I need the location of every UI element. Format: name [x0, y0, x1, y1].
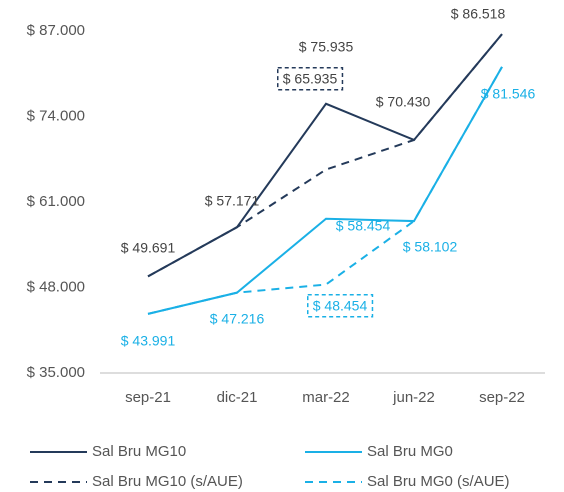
legend-label: Sal Bru MG10: [92, 443, 186, 460]
y-tick-label: $ 74.000: [27, 107, 85, 124]
legend-label: Sal Bru MG0: [367, 443, 453, 460]
x-tick-label: mar-22: [302, 389, 350, 406]
label-box: [307, 293, 374, 318]
data-label: $ 48.454: [313, 298, 368, 314]
y-tick-label: $ 48.000: [27, 278, 85, 295]
data-label: $ 65.935: [283, 71, 338, 87]
x-tick-label: jun-22: [392, 389, 435, 406]
data-label: $ 86.518: [451, 6, 506, 22]
data-label: $ 75.935: [299, 39, 354, 55]
legend-label: Sal Bru MG10 (s/AUE): [92, 473, 243, 490]
y-tick-label: $ 61.000: [27, 193, 85, 210]
y-tick-label: $ 87.000: [27, 22, 85, 39]
series-line: [147, 66, 503, 315]
data-label: $ 70.430: [376, 94, 431, 110]
x-tick-label: sep-21: [125, 389, 171, 406]
data-label: $ 81.546: [481, 86, 536, 102]
x-tick-label: sep-22: [479, 389, 525, 406]
data-label: $ 47.216: [210, 311, 265, 327]
x-tick-label: dic-21: [217, 389, 258, 406]
label-box: [277, 66, 344, 91]
data-label: $ 58.454: [336, 218, 391, 234]
y-tick-label: $ 35.000: [27, 364, 85, 381]
series-line: [147, 33, 503, 278]
legend-label: Sal Bru MG0 (s/AUE): [367, 473, 510, 490]
data-label: $ 43.991: [121, 333, 176, 349]
data-label: $ 58.102: [403, 239, 458, 255]
data-label: $ 49.691: [121, 240, 176, 256]
data-label: $ 57.171: [205, 193, 260, 209]
